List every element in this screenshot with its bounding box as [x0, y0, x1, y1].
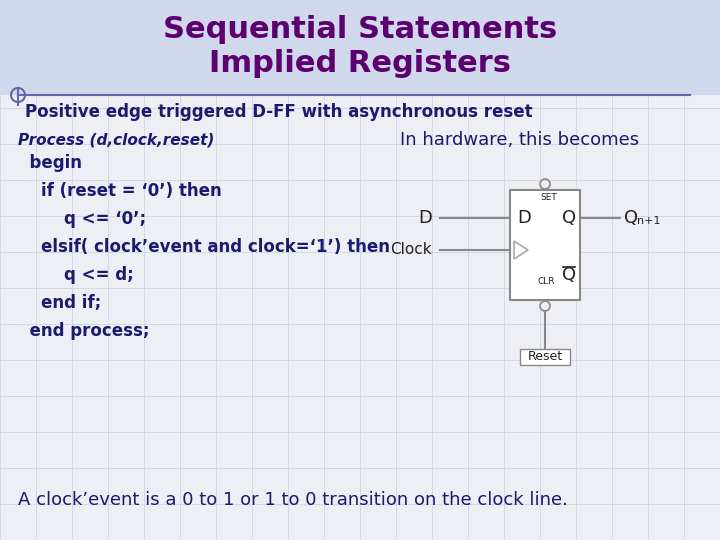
Text: SET: SET — [540, 193, 557, 202]
Text: end process;: end process; — [18, 322, 150, 340]
Text: Q: Q — [624, 209, 638, 227]
Text: q <= d;: q <= d; — [18, 266, 134, 284]
Text: if (reset = ‘0’) then: if (reset = ‘0’) then — [18, 182, 222, 200]
Text: Sequential Statements: Sequential Statements — [163, 16, 557, 44]
Bar — [520, 349, 570, 365]
Text: Implied Registers: Implied Registers — [209, 49, 511, 78]
Text: end if;: end if; — [18, 294, 102, 312]
Text: Q: Q — [562, 266, 576, 284]
Text: begin: begin — [18, 154, 82, 172]
Text: In hardware, this becomes: In hardware, this becomes — [400, 131, 639, 149]
Bar — [510, 190, 580, 300]
Text: q <= ‘0’;: q <= ‘0’; — [18, 210, 146, 228]
Text: Clock: Clock — [390, 242, 432, 258]
Text: n+1: n+1 — [637, 216, 660, 226]
Bar — [0, 0, 720, 95]
Text: CLR: CLR — [538, 278, 556, 287]
Text: A clock’event is a 0 to 1 or 1 to 0 transition on the clock line.: A clock’event is a 0 to 1 or 1 to 0 tran… — [18, 491, 568, 509]
Text: D: D — [418, 209, 432, 227]
Text: Positive edge triggered D-FF with asynchronous reset: Positive edge triggered D-FF with asynch… — [25, 103, 533, 121]
Text: Q: Q — [562, 209, 576, 227]
Text: elsif( clock’event and clock=‘1’) then: elsif( clock’event and clock=‘1’) then — [18, 238, 390, 256]
Text: Process (d,clock,reset): Process (d,clock,reset) — [18, 132, 215, 147]
Text: Reset: Reset — [528, 350, 562, 363]
Text: D: D — [517, 209, 531, 227]
